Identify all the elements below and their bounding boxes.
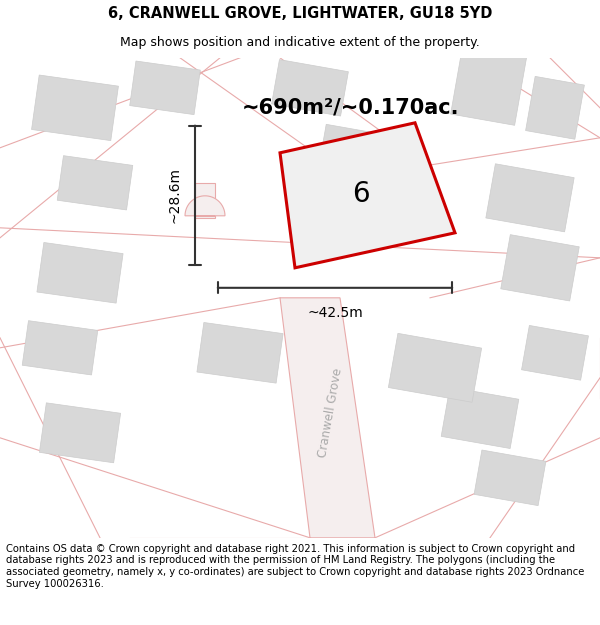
Polygon shape xyxy=(521,326,589,380)
Text: Cranwell Grove: Cranwell Grove xyxy=(316,367,344,459)
Polygon shape xyxy=(197,322,283,383)
Polygon shape xyxy=(272,59,349,116)
Polygon shape xyxy=(388,333,482,402)
Polygon shape xyxy=(195,182,215,218)
Polygon shape xyxy=(57,156,133,210)
Polygon shape xyxy=(280,298,375,538)
Polygon shape xyxy=(451,31,529,125)
Polygon shape xyxy=(280,122,455,268)
Polygon shape xyxy=(501,234,579,301)
Polygon shape xyxy=(40,403,121,462)
Polygon shape xyxy=(32,75,118,141)
Text: ~42.5m: ~42.5m xyxy=(307,306,363,320)
Polygon shape xyxy=(320,124,380,171)
Polygon shape xyxy=(486,164,574,232)
Text: ~690m²/~0.170ac.: ~690m²/~0.170ac. xyxy=(241,98,459,118)
Polygon shape xyxy=(526,76,584,139)
Text: 6: 6 xyxy=(352,180,370,208)
Polygon shape xyxy=(185,196,225,216)
Polygon shape xyxy=(22,321,98,375)
Polygon shape xyxy=(474,450,546,506)
Text: Contains OS data © Crown copyright and database right 2021. This information is : Contains OS data © Crown copyright and d… xyxy=(6,544,584,589)
Polygon shape xyxy=(441,387,519,449)
Text: Map shows position and indicative extent of the property.: Map shows position and indicative extent… xyxy=(120,36,480,49)
Text: ~28.6m: ~28.6m xyxy=(167,168,181,223)
Text: 6, CRANWELL GROVE, LIGHTWATER, GU18 5YD: 6, CRANWELL GROVE, LIGHTWATER, GU18 5YD xyxy=(108,6,492,21)
Polygon shape xyxy=(130,61,200,114)
Polygon shape xyxy=(37,242,123,303)
